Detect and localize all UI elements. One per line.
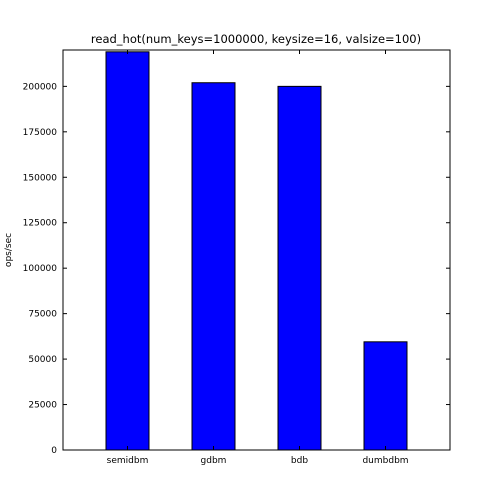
y-tick-label: 100000	[23, 264, 58, 274]
x-tick-label: gdbm	[201, 456, 227, 466]
y-axis-label: ops/sec	[4, 233, 14, 267]
y-tick-label: 50000	[28, 355, 57, 365]
bar-bdb	[277, 85, 322, 451]
y-ticks-layer: 0 25000 50000 75000 100000 125000 150000 175000…	[23, 82, 450, 456]
bar-dumbdbm	[363, 341, 408, 451]
y-tick-label: 150000	[23, 173, 58, 183]
y-tick-label: 25000	[28, 401, 57, 411]
bar-semidbm	[105, 51, 150, 451]
bars-layer	[105, 51, 408, 451]
y-tick-label: 175000	[23, 128, 58, 138]
y-tick-label: 200000	[23, 82, 58, 92]
y-tick-label: 0	[51, 446, 57, 456]
x-tick-label: dumbdbm	[362, 456, 408, 466]
x-tick-label: semidbm	[107, 456, 149, 466]
chart-title: read_hot(num_keys=1000000, keysize=16, v…	[91, 32, 421, 46]
y-tick-label: 75000	[28, 310, 57, 320]
bar-gdbm	[191, 82, 236, 451]
plot-frame	[62, 49, 451, 451]
x-tick-label: bdb	[291, 456, 308, 466]
y-tick-label: 125000	[23, 219, 58, 229]
x-ticks-layer: semidbm gdbm bdb dumbdbm	[107, 50, 409, 466]
